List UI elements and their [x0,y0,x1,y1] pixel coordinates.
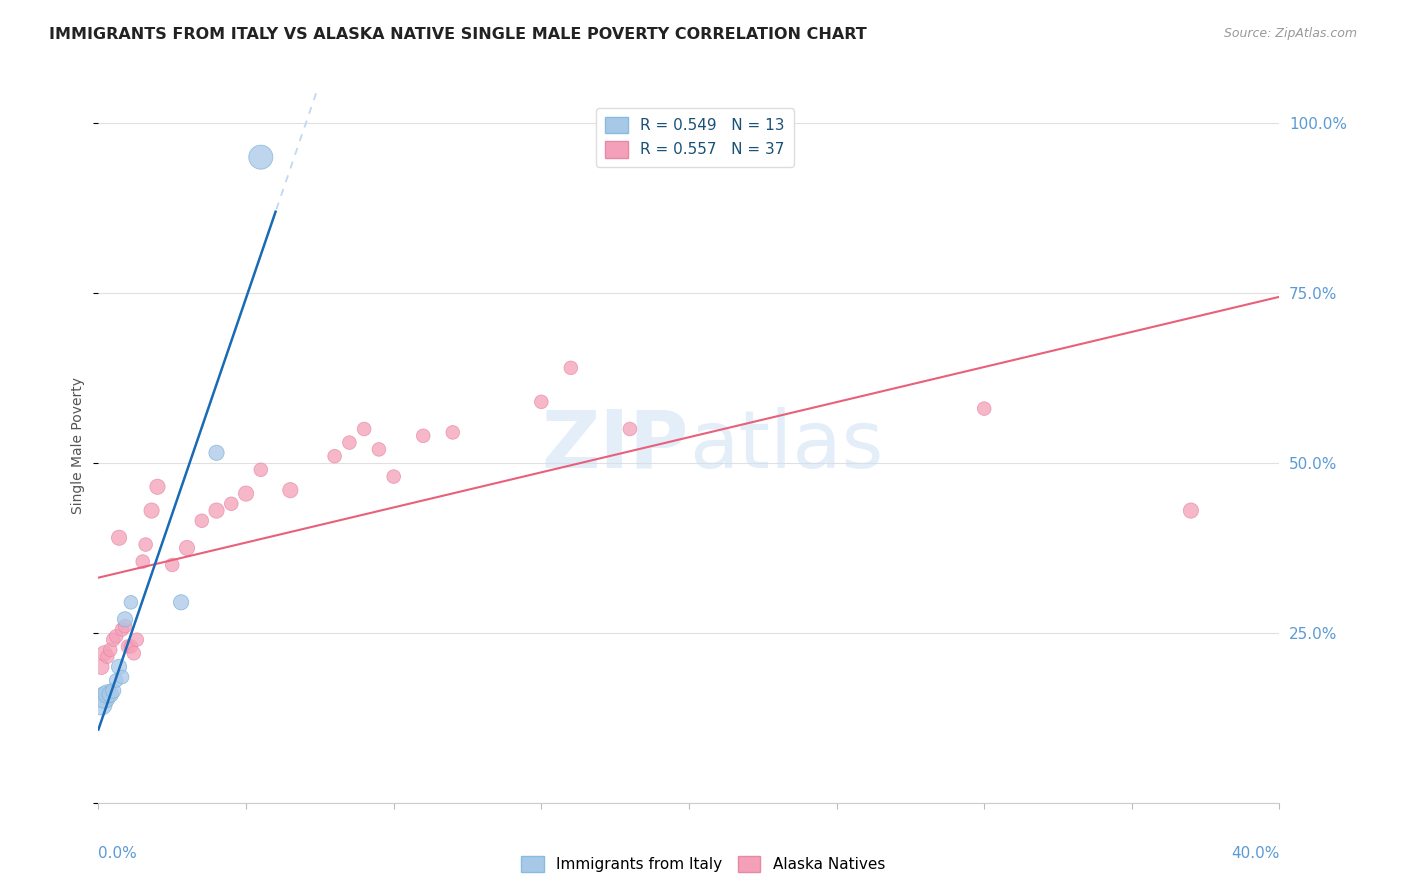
Text: Source: ZipAtlas.com: Source: ZipAtlas.com [1223,27,1357,40]
Point [122,646,145,660]
Point [96,649,118,664]
Point [973,401,995,416]
Point [191,514,214,528]
Point [96,687,118,701]
Point [103,683,125,698]
Point [141,503,163,517]
Point [132,555,155,569]
Legend: R = 0.549   N = 13, R = 0.557   N = 37: R = 0.549 N = 13, R = 0.557 N = 37 [596,108,794,167]
Point [111,670,134,684]
Point [98,687,121,701]
Text: atlas: atlas [689,407,883,485]
Point [105,629,128,643]
Point [103,632,125,647]
Point [368,442,391,457]
Point [250,150,273,164]
Point [114,619,136,633]
Point [560,360,582,375]
Text: IMMIGRANTS FROM ITALY VS ALASKA NATIVE SINGLE MALE POVERTY CORRELATION CHART: IMMIGRANTS FROM ITALY VS ALASKA NATIVE S… [49,27,868,42]
Point [105,673,128,688]
Point [170,595,193,609]
Point [250,463,273,477]
Point [162,558,183,572]
Point [441,425,464,440]
Text: 0.0%: 0.0% [98,846,138,861]
Point [176,541,198,555]
Point [280,483,302,498]
Point [114,612,136,626]
Point [135,537,157,551]
Point [117,640,139,654]
Point [221,497,243,511]
Point [108,660,131,674]
Point [93,646,115,660]
Point [205,503,228,517]
Point [530,394,553,409]
Point [125,632,148,647]
Point [412,429,434,443]
Point [90,698,112,712]
Point [1180,503,1202,517]
Point [619,422,641,436]
Point [90,660,112,674]
Point [323,449,346,463]
Point [339,435,361,450]
Point [111,623,134,637]
Point [120,640,142,654]
Y-axis label: Single Male Poverty: Single Male Poverty [70,377,84,515]
Point [235,486,257,500]
Point [205,446,228,460]
Text: 40.0%: 40.0% [1232,846,1279,861]
Text: ZIP: ZIP [541,407,689,485]
Point [382,469,405,483]
Legend: Immigrants from Italy, Alaska Natives: Immigrants from Italy, Alaska Natives [513,848,893,880]
Point [93,690,115,705]
Point [98,643,121,657]
Point [146,480,169,494]
Point [353,422,375,436]
Point [120,595,142,609]
Point [108,531,131,545]
